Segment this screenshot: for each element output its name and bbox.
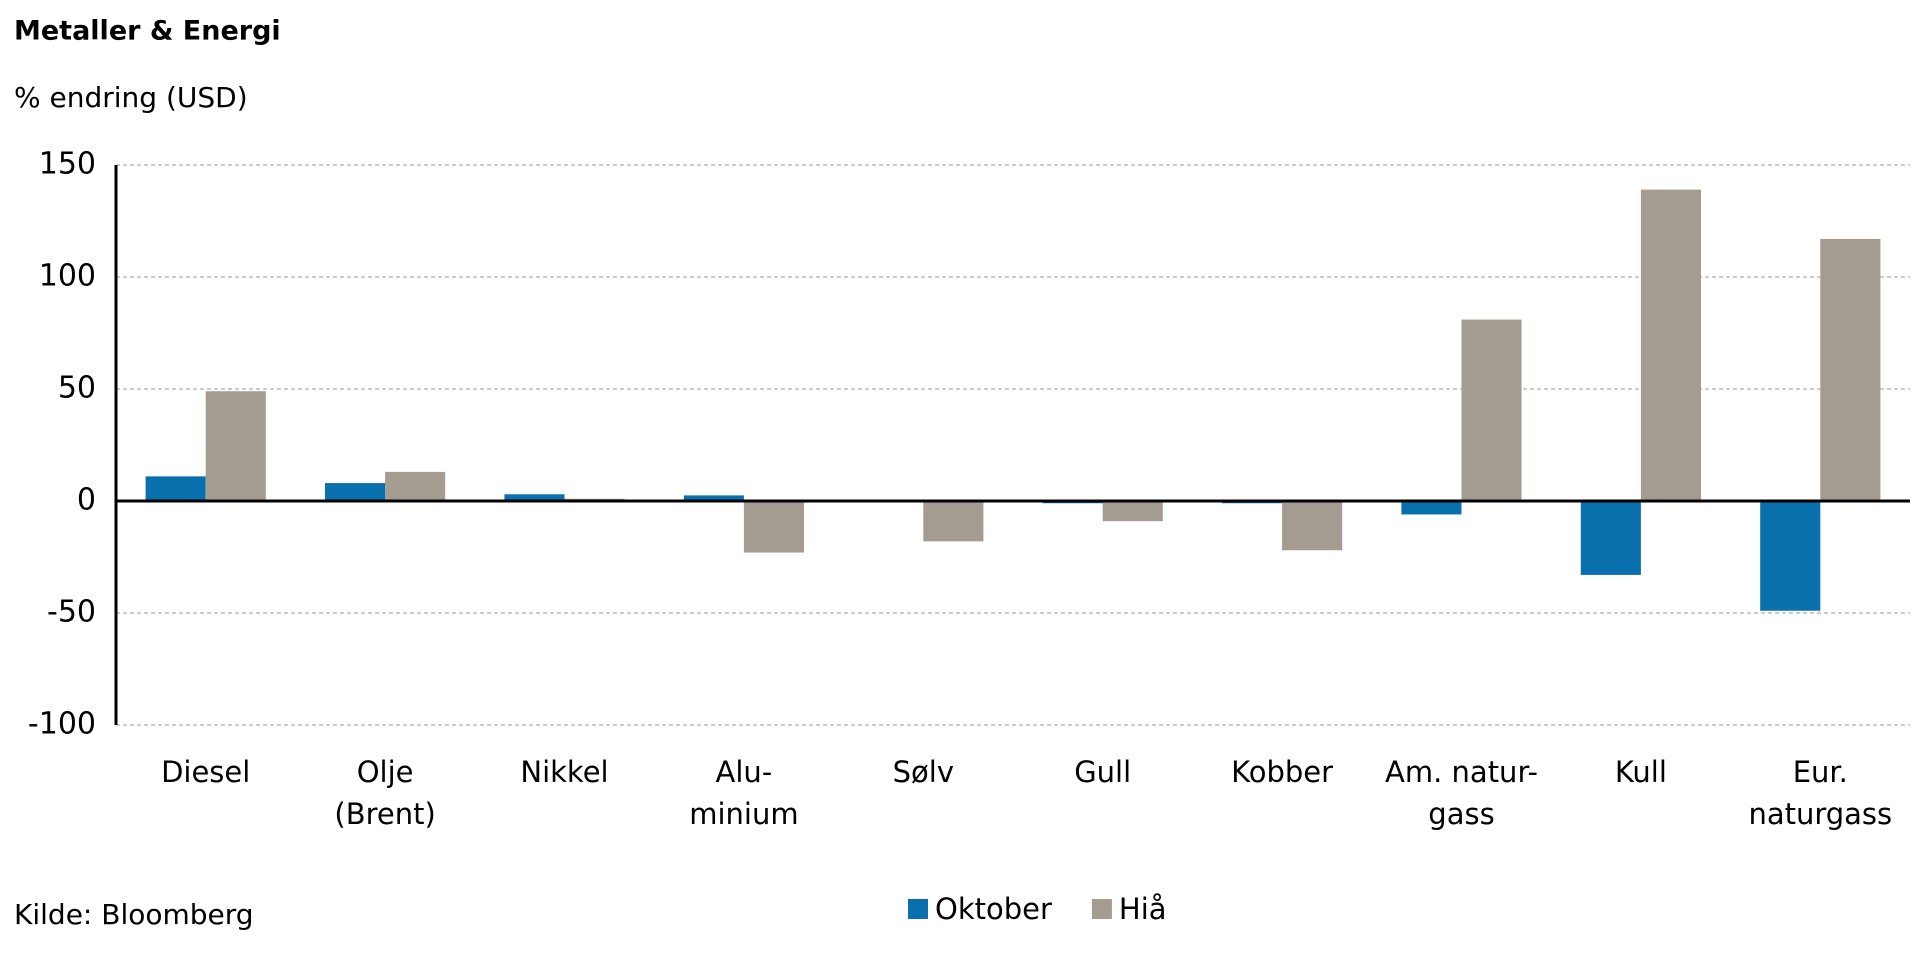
bar	[1282, 501, 1343, 551]
x-tick-label: Nikkel	[520, 755, 608, 789]
x-tick-label: Kobber	[1231, 755, 1333, 789]
bar	[1461, 319, 1522, 501]
x-tick-label: minium	[689, 797, 798, 831]
bar	[325, 483, 386, 501]
y-tick-label: -50	[47, 595, 96, 630]
y-tick-label: 50	[58, 371, 96, 406]
x-tick-label: Gull	[1074, 755, 1131, 789]
bar	[1760, 501, 1821, 611]
legend-label: Oktober	[935, 892, 1052, 926]
legend-swatch	[908, 899, 928, 919]
x-tick-label: naturgass	[1748, 797, 1892, 831]
x-tick-label: gass	[1428, 797, 1494, 831]
y-tick-label: 0	[77, 483, 96, 518]
legend-label: Hiå	[1119, 892, 1167, 926]
bar	[1580, 501, 1641, 575]
y-tick-label: -100	[28, 707, 96, 742]
x-tick-label: (Brent)	[334, 797, 435, 831]
x-tick-label: Olje	[357, 755, 414, 789]
legend-swatch	[1091, 899, 1112, 919]
bar	[683, 495, 744, 501]
bar	[1820, 238, 1881, 502]
x-tick-label: Eur.	[1793, 755, 1848, 789]
bar	[743, 501, 804, 553]
bar	[1102, 501, 1163, 522]
bar	[1640, 189, 1701, 501]
source: Kilde: Bloomberg	[14, 898, 254, 931]
chart-subtitle: % endring (USD)	[14, 81, 248, 114]
x-tick-label: Alu-	[716, 755, 773, 789]
y-tick-label: 150	[39, 147, 96, 182]
bar	[145, 476, 206, 501]
x-tick-label: Kull	[1615, 755, 1667, 789]
bar	[1401, 501, 1462, 515]
bar	[205, 391, 266, 501]
bar	[385, 471, 446, 501]
x-tick-label: Am. natur-	[1385, 755, 1538, 789]
x-tick-label: Diesel	[161, 755, 250, 789]
y-tick-label: 100	[39, 259, 96, 294]
x-tick-label: Sølv	[893, 755, 954, 789]
chart-title: Metaller & Energi	[14, 16, 281, 47]
bar	[923, 501, 984, 542]
bar	[504, 494, 565, 501]
